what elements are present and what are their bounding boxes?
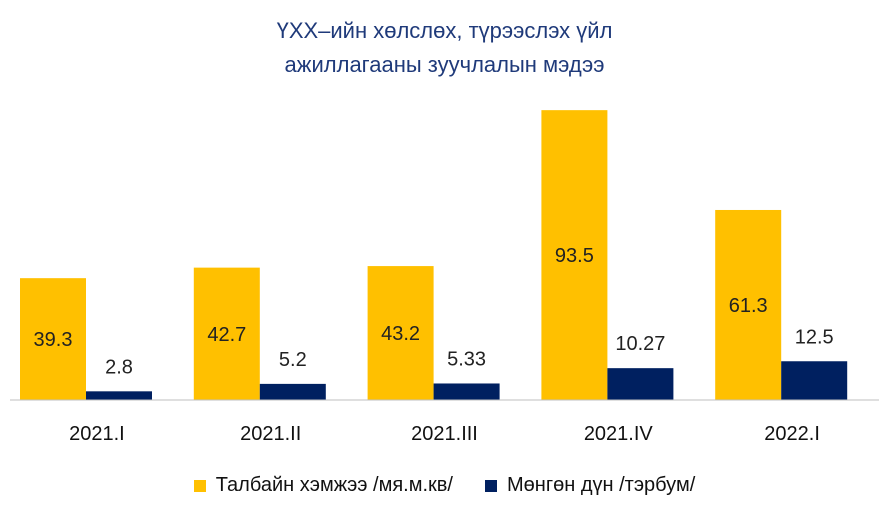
bar-area (541, 110, 608, 401)
x-tick-label: 2022.I (764, 423, 820, 445)
x-tick-label: 2021.II (240, 423, 301, 445)
x-tick-label: 2021.IV (584, 423, 654, 445)
bar-amount (607, 368, 674, 400)
legend-item-area: Талбайн хэмжээ /мя.м.кв/ (193, 474, 453, 497)
legend-item-amount: Мөнгөн дүн /тэрбум/ (484, 474, 696, 497)
bar-area (367, 266, 434, 400)
data-label-amount: 10.27 (615, 333, 665, 355)
bar-amount (259, 383, 326, 400)
data-label-area: 39.3 (34, 329, 73, 351)
data-label-amount: 12.5 (795, 326, 834, 348)
bar-amount (86, 391, 152, 400)
legend-swatch-area (193, 479, 206, 492)
data-label-area: 61.3 (729, 295, 768, 317)
chart-title-line-1: ҮХХ–ийн хөлслөх, түрээслэх үйл (276, 18, 613, 43)
bar-area (20, 278, 86, 400)
chart-title: ҮХХ–ийн хөлслөх, түрээслэх үйл ажиллагаа… (0, 14, 889, 82)
data-label-amount: 2.8 (105, 356, 133, 378)
legend-label-amount: Мөнгөн дүн /тэрбум/ (506, 474, 696, 496)
data-label-area: 93.5 (555, 245, 594, 267)
bar-area (193, 267, 260, 400)
x-tick-label: 2021.III (411, 423, 478, 445)
bar-amount (781, 361, 848, 400)
x-tick-label: 2021.I (69, 423, 125, 445)
data-label-area: 43.2 (381, 323, 420, 345)
data-label-amount: 5.33 (447, 348, 486, 370)
chart-title-line-2: ажиллагааны зуучлалын мэдээ (284, 52, 605, 77)
data-label-area: 42.7 (207, 324, 246, 346)
bar-amount (433, 383, 500, 400)
data-label-amount: 5.2 (279, 349, 307, 371)
legend-label-area: Талбайн хэмжээ /мя.м.кв/ (215, 474, 453, 496)
bar-area (715, 209, 782, 400)
chart-legend: Талбайн хэмжээ /мя.м.кв/ Мөнгөн дүн /тэр… (0, 474, 889, 497)
legend-swatch-amount (484, 479, 497, 492)
